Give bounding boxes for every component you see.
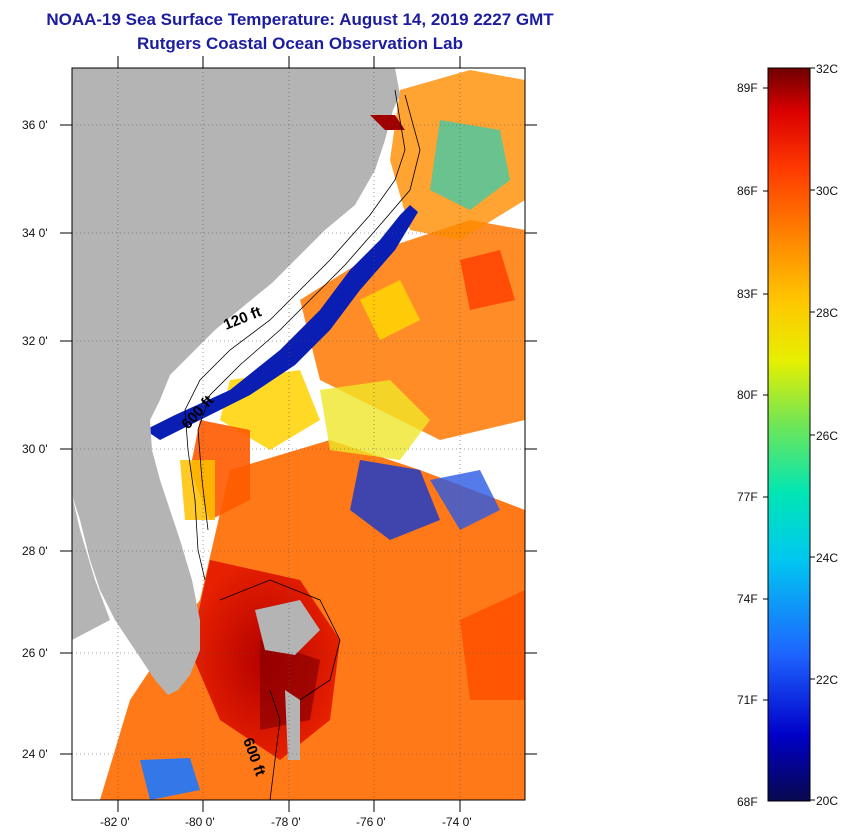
colorbar-label-c: 32C: [816, 62, 838, 76]
colorbar-label-f: 74F: [737, 592, 758, 606]
lat-label: 30 0': [22, 442, 48, 456]
colorbar-label-f: 86F: [737, 184, 758, 198]
colorbar-label-f: 77F: [737, 490, 758, 504]
colorbar-label-f: 83F: [737, 287, 758, 301]
lat-label: 28 0': [22, 544, 48, 558]
colorbar-label-c: 24C: [816, 551, 838, 565]
colorbar-label-f: 80F: [737, 388, 758, 402]
lat-label: 26 0': [22, 646, 48, 660]
lon-label: -74 0': [442, 815, 472, 829]
colorbar-label-c: 28C: [816, 306, 838, 320]
colorbar-label-f: 71F: [737, 693, 758, 707]
lon-label: -82 0': [100, 815, 130, 829]
lon-label: -76 0': [356, 815, 386, 829]
colorbar: 89F 86F 83F 80F 77F 74F 71F 68F 32C 30C …: [737, 62, 838, 809]
map-title: NOAA-19 Sea Surface Temperature: August …: [46, 10, 554, 29]
colorbar-label-f: 89F: [737, 81, 758, 95]
island: [255, 600, 320, 655]
colorbar-label-c: 20C: [816, 794, 838, 808]
lon-label: -78 0': [271, 815, 301, 829]
colorbar-label-c: 26C: [816, 429, 838, 443]
colorbar-scale: [767, 67, 811, 802]
colorbar-label-f: 68F: [737, 795, 758, 809]
axis-ticks: [60, 56, 537, 812]
lon-label: -80 0': [185, 815, 215, 829]
bathymetry-contours: [184, 89, 421, 800]
map-subtitle: Rutgers Coastal Ocean Observation Lab: [137, 34, 463, 53]
lat-label: 36 0': [22, 118, 48, 132]
colorbar-label-c: 22C: [816, 673, 838, 687]
lat-label: 32 0': [22, 334, 48, 348]
lat-label: 24 0': [22, 747, 48, 761]
cold-band: [145, 205, 418, 440]
map-panel: 120 ft 600 ft 600 ft: [72, 68, 525, 800]
land-mass: [72, 68, 400, 695]
lat-label: 34 0': [22, 226, 48, 240]
map-frame: [71, 67, 526, 801]
colorbar-label-c: 30C: [816, 184, 838, 198]
